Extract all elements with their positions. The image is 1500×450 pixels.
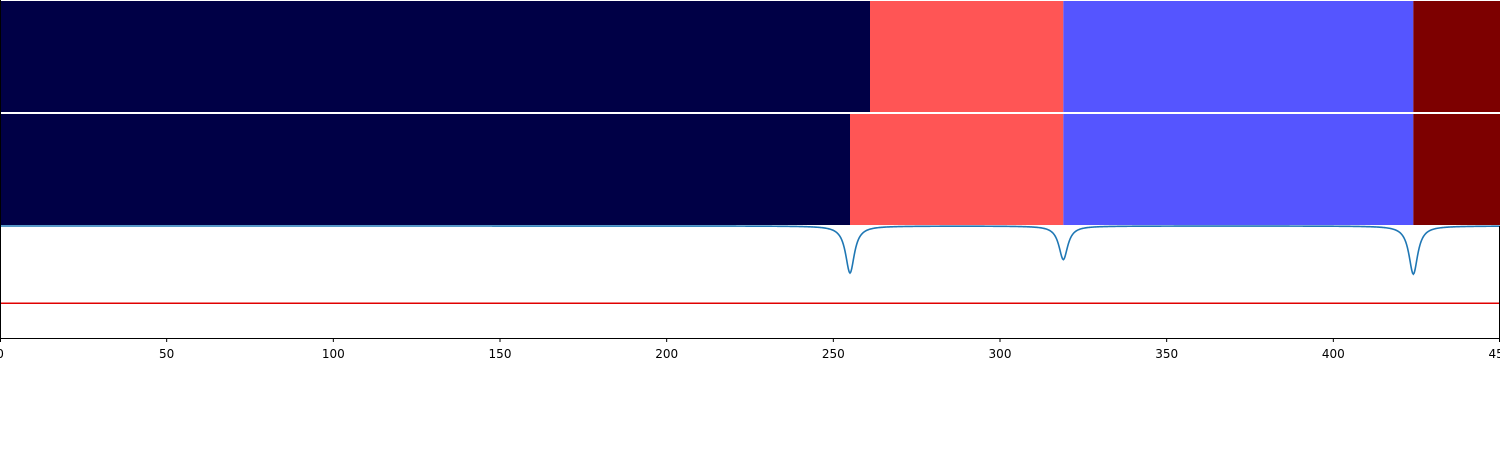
x-tick-label-100: 100 [322,347,345,361]
segment-0-1 [870,1,1064,112]
x-tick-label-200: 200 [655,347,678,361]
segment-1-3 [1413,114,1500,225]
x-tick-label-50: 50 [159,347,174,361]
segmentation-rows [0,1,1500,225]
segment-1-1 [850,114,1064,225]
segment-1-0 [0,114,850,225]
segment-0-0 [0,1,870,112]
x-tick-label-250: 250 [822,347,845,361]
segment-0-3 [1413,1,1500,112]
x-tick-label-350: 350 [1155,347,1178,361]
x-tick-label-450: 450 [1489,347,1500,361]
segment-0-2 [1063,1,1414,112]
x-tick-label-150: 150 [489,347,512,361]
segment-1-2 [1063,114,1414,225]
signal-panel [0,225,1500,305]
x-axis: 0 50 100 150 200 250 300 350 400 450 [0,0,1500,361]
x-tick-label-300: 300 [989,347,1012,361]
signal-line [0,225,1500,276]
x-tick-label-0: 0 [0,347,4,361]
x-tick-label-400: 400 [1322,347,1345,361]
segment-row-0 [0,1,1500,112]
segment-row-1 [0,114,1500,225]
